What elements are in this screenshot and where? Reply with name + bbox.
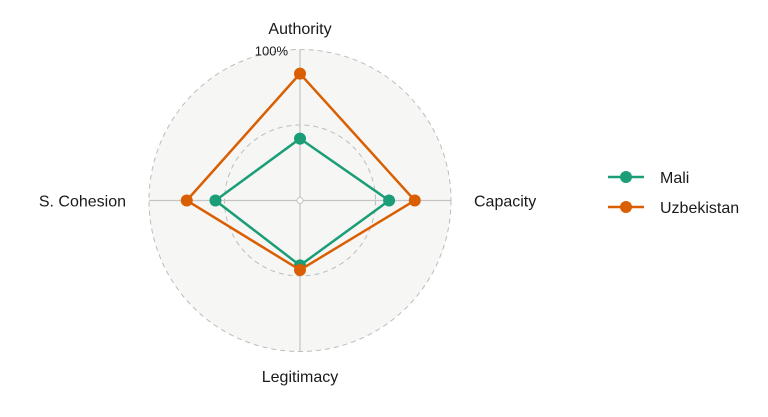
max-tick-label: 100% <box>255 44 289 59</box>
axis-labels: 100% Authority Capacity Legitimacy S. Cohesi… <box>39 21 536 386</box>
center-marker <box>296 197 304 204</box>
data-point-mali-s-cohesion <box>209 194 222 207</box>
axis-label-capacity: Capacity <box>474 194 536 211</box>
data-point-mali-capacity <box>383 194 396 207</box>
axis-label-s-cohesion: S. Cohesion <box>39 194 126 211</box>
legend: Mali Uzbekistan <box>608 170 739 217</box>
data-point-uzbekistan-s-cohesion <box>180 194 193 207</box>
data-point-mali-authority <box>294 132 306 145</box>
data-point-uzbekistan-capacity <box>408 194 421 207</box>
legend-swatch-marker <box>620 171 632 183</box>
series <box>180 67 421 276</box>
data-point-uzbekistan-legitimacy <box>294 263 306 276</box>
legend-swatch-marker <box>620 201 632 213</box>
legend-label-mali: Mali <box>660 170 689 187</box>
data-point-uzbekistan-authority <box>294 67 306 80</box>
axis-label-legitimacy: Legitimacy <box>262 369 338 386</box>
grid <box>148 49 452 352</box>
legend-label-uzbekistan: Uzbekistan <box>660 200 739 217</box>
axis-label-authority: Authority <box>268 21 331 38</box>
